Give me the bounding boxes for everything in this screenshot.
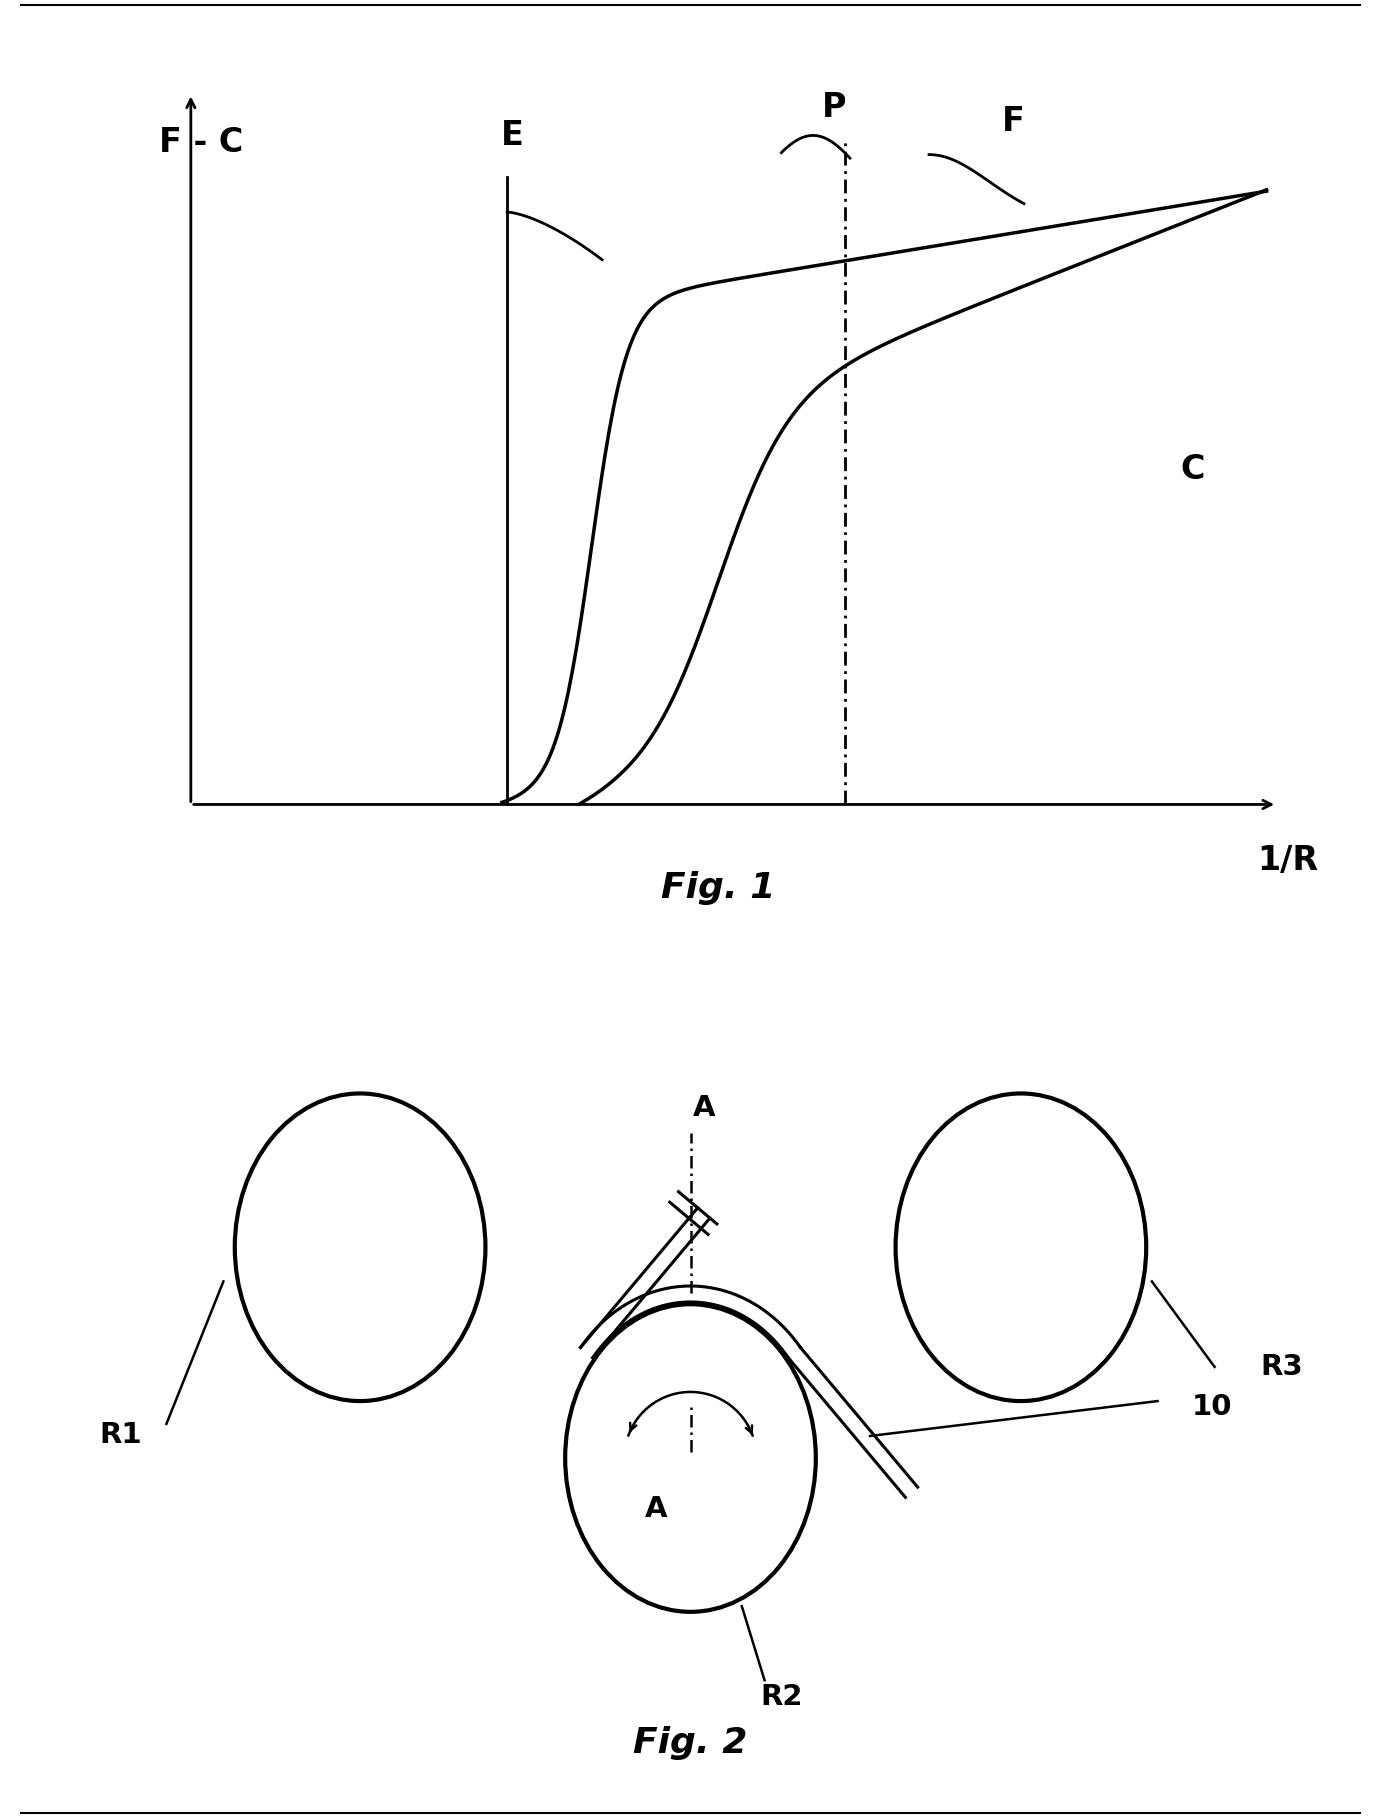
Text: Fig. 2: Fig. 2: [634, 1725, 747, 1760]
Text: R3: R3: [1259, 1353, 1302, 1382]
Text: A: A: [645, 1494, 667, 1523]
Text: C: C: [1181, 453, 1206, 487]
Text: Fig. 1: Fig. 1: [661, 871, 775, 905]
Text: E: E: [501, 118, 523, 153]
Text: P: P: [822, 91, 847, 124]
Text: R1: R1: [99, 1422, 142, 1449]
Text: F - C: F - C: [159, 125, 243, 158]
Text: 10: 10: [1192, 1393, 1232, 1422]
Text: 1/R: 1/R: [1257, 844, 1317, 876]
Text: F: F: [1003, 105, 1025, 138]
Text: R2: R2: [761, 1683, 802, 1711]
Text: A: A: [693, 1094, 715, 1122]
